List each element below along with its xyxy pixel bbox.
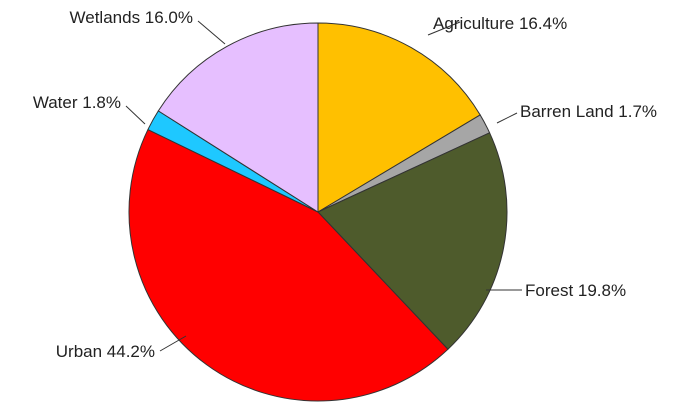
leader-line-wetlands xyxy=(197,20,226,45)
pie-slice-agriculture xyxy=(317,22,481,213)
leader-lines xyxy=(125,20,522,352)
pie-slice-forest xyxy=(317,132,508,350)
slice-label-forest: Forest 19.8% xyxy=(525,281,626,300)
pie-slices xyxy=(128,22,508,402)
slice-labels: Agriculture 16.4% Barren Land 1.7% Forest … xyxy=(33,8,657,361)
leader-line-barren-land xyxy=(496,112,518,124)
leader-line-water xyxy=(125,105,146,125)
slice-label-wetlands: Wetlands 16.0% xyxy=(70,8,193,27)
pie-slice-wetlands xyxy=(157,22,319,213)
slice-label-urban: Urban 44.2% xyxy=(56,342,155,361)
leader-line-agriculture xyxy=(427,21,461,36)
pie-slice-urban xyxy=(128,129,449,402)
slice-label-barren-land: Barren Land 1.7% xyxy=(520,102,657,121)
slice-label-agriculture: Agriculture 16.4% xyxy=(433,14,567,33)
slice-label-water: Water 1.8% xyxy=(33,93,121,112)
leader-line-urban xyxy=(159,335,187,352)
